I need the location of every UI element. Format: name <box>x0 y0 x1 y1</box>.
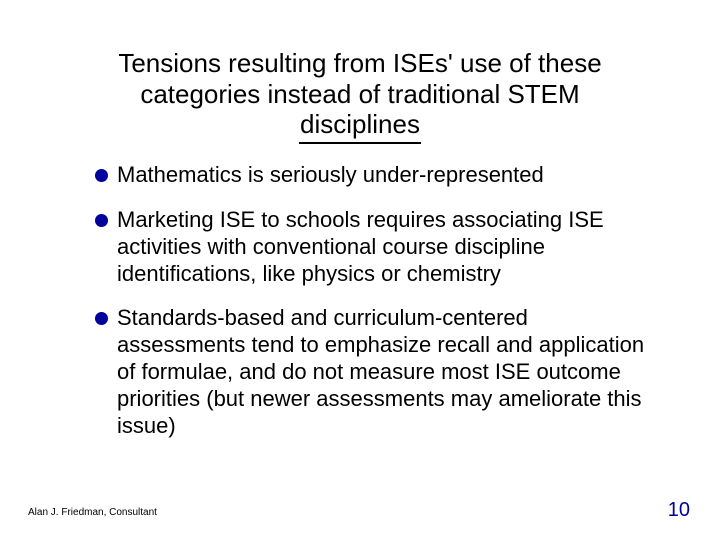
bullet-list: Mathematics is seriously under-represent… <box>0 144 720 439</box>
slide-title: Tensions resulting from ISEs' use of the… <box>0 0 720 144</box>
bullet-item: Standards-based and curriculum-centered … <box>95 305 650 439</box>
bullet-item: Marketing ISE to schools requires associ… <box>95 207 650 287</box>
bullet-text: Standards-based and curriculum-centered … <box>117 305 644 437</box>
title-line-3: disciplines <box>300 109 420 139</box>
bullet-text: Mathematics is seriously under-represent… <box>117 162 544 187</box>
footer-author: Alan J. Friedman, Consultant <box>28 507 157 518</box>
slide: Tensions resulting from ISEs' use of the… <box>0 0 720 540</box>
bullet-text: Marketing ISE to schools requires associ… <box>117 207 604 286</box>
title-line-2: categories instead of traditional STEM <box>140 79 579 109</box>
bullet-item: Mathematics is seriously under-represent… <box>95 162 650 189</box>
page-number: 10 <box>668 499 690 522</box>
title-line-1: Tensions resulting from ISEs' use of the… <box>118 48 601 78</box>
